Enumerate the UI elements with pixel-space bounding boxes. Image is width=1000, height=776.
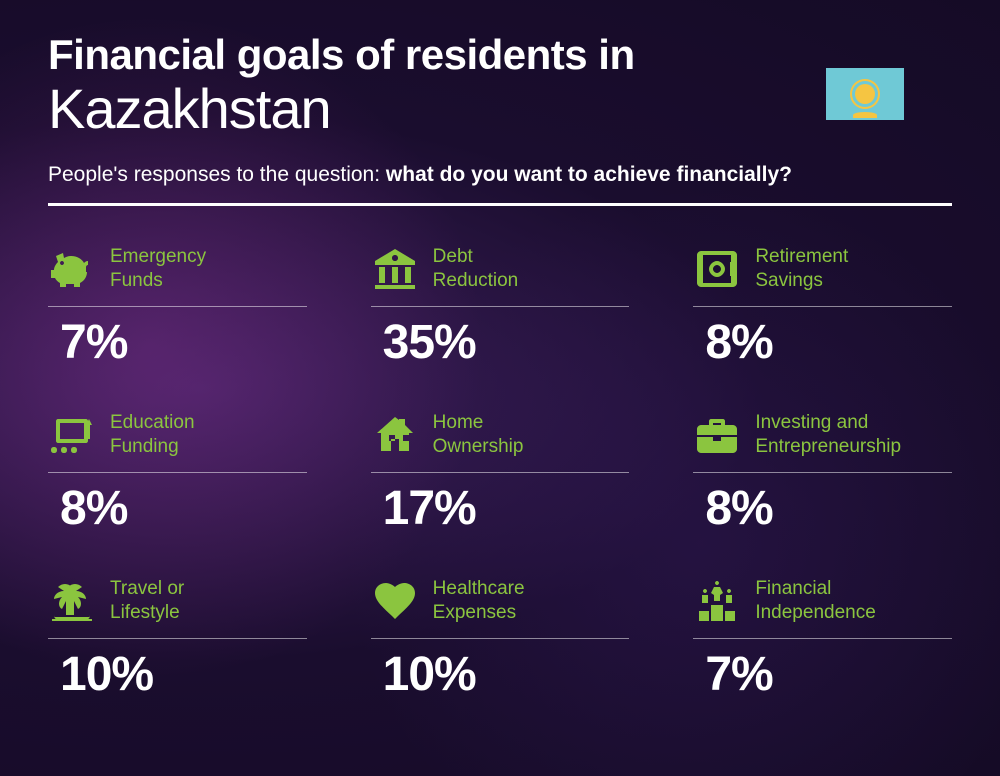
heart-icon bbox=[371, 577, 419, 625]
goal-retirement-savings: RetirementSavings 8% bbox=[693, 242, 952, 370]
briefcase-icon bbox=[693, 411, 741, 459]
subtitle-bold: what do you want to achieve financially? bbox=[386, 163, 792, 186]
title-line1: Financial goals of residents in bbox=[48, 32, 952, 78]
cell-divider bbox=[371, 638, 630, 639]
goal-home-ownership: HomeOwnership 17% bbox=[371, 408, 630, 536]
cell-divider bbox=[48, 638, 307, 639]
title-line2: Kazakhstan bbox=[48, 80, 952, 139]
goal-value: 7% bbox=[693, 647, 952, 702]
goal-healthcare-expenses: HealthcareExpenses 10% bbox=[371, 574, 630, 702]
piggy-bank-icon bbox=[48, 245, 96, 293]
cell-divider bbox=[48, 306, 307, 307]
safe-icon bbox=[693, 245, 741, 293]
cell-divider bbox=[371, 472, 630, 473]
cell-divider bbox=[48, 472, 307, 473]
goal-label: EducationFunding bbox=[110, 411, 195, 459]
goal-travel-lifestyle: Travel orLifestyle 10% bbox=[48, 574, 307, 702]
goal-value: 10% bbox=[48, 647, 307, 702]
goals-grid: EmergencyFunds 7% DebtReduction 35% Reti… bbox=[48, 242, 952, 702]
goal-label: HealthcareExpenses bbox=[433, 577, 525, 625]
goal-value: 8% bbox=[48, 481, 307, 536]
goal-value: 10% bbox=[371, 647, 630, 702]
goal-label: DebtReduction bbox=[433, 245, 519, 293]
header-divider bbox=[48, 203, 952, 206]
goal-value: 17% bbox=[371, 481, 630, 536]
cell-divider bbox=[693, 306, 952, 307]
flag-emblem bbox=[855, 84, 875, 104]
goal-label: FinancialIndependence bbox=[755, 577, 875, 625]
cell-divider bbox=[371, 306, 630, 307]
goal-value: 8% bbox=[693, 481, 952, 536]
goal-label: Travel orLifestyle bbox=[110, 577, 184, 625]
podium-icon bbox=[693, 577, 741, 625]
goal-value: 7% bbox=[48, 315, 307, 370]
goal-label: Investing andEntrepreneurship bbox=[755, 411, 901, 459]
goal-debt-reduction: DebtReduction 35% bbox=[371, 242, 630, 370]
goal-emergency-funds: EmergencyFunds 7% bbox=[48, 242, 307, 370]
cell-divider bbox=[693, 638, 952, 639]
goal-value: 35% bbox=[371, 315, 630, 370]
goal-investing-entrepreneurship: Investing andEntrepreneurship 8% bbox=[693, 408, 952, 536]
bank-icon bbox=[371, 245, 419, 293]
goal-label: HomeOwnership bbox=[433, 411, 524, 459]
goal-education-funding: EducationFunding 8% bbox=[48, 408, 307, 536]
cell-divider bbox=[693, 472, 952, 473]
country-flag bbox=[826, 68, 904, 120]
house-icon bbox=[371, 411, 419, 459]
goal-label: RetirementSavings bbox=[755, 245, 848, 293]
palm-icon bbox=[48, 577, 96, 625]
subtitle-prefix: People's responses to the question: bbox=[48, 163, 386, 186]
goal-financial-independence: FinancialIndependence 7% bbox=[693, 574, 952, 702]
header: Financial goals of residents in Kazakhst… bbox=[48, 32, 952, 206]
goal-label: EmergencyFunds bbox=[110, 245, 206, 293]
subtitle: People's responses to the question: what… bbox=[48, 163, 952, 187]
goal-value: 8% bbox=[693, 315, 952, 370]
education-icon bbox=[48, 411, 96, 459]
